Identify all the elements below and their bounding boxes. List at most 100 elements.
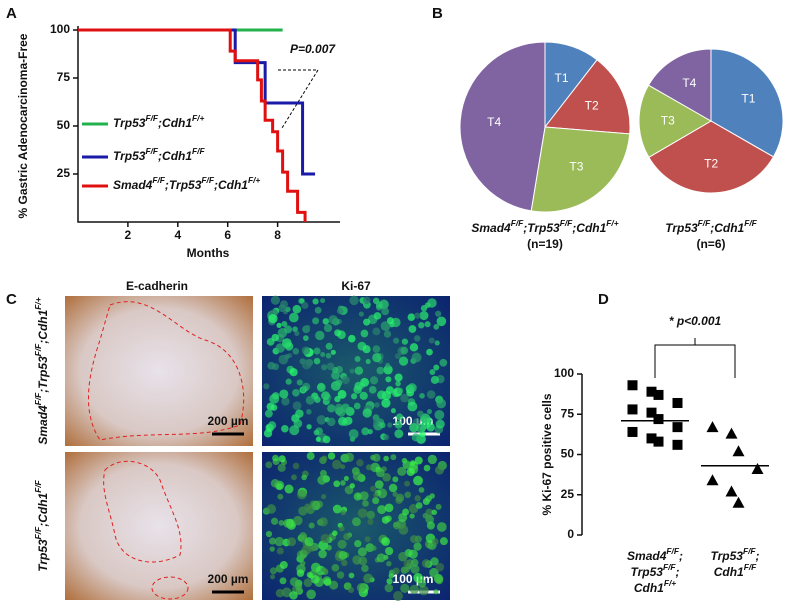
nucleus — [393, 591, 404, 601]
nucleus — [285, 306, 291, 312]
nucleus — [325, 352, 332, 359]
nucleus — [315, 330, 325, 341]
nucleus — [326, 362, 335, 371]
nucleus — [316, 383, 326, 392]
nucleus — [332, 530, 338, 536]
point — [725, 427, 738, 439]
nucleus — [381, 537, 390, 546]
nucleus — [313, 357, 321, 365]
nucleus — [360, 329, 369, 338]
nucleus — [393, 337, 400, 344]
nucleus — [373, 312, 382, 320]
nucleus — [341, 375, 350, 385]
nucleus — [409, 513, 415, 519]
nucleus — [420, 415, 428, 423]
nucleus — [305, 324, 311, 330]
nucleus — [404, 480, 410, 487]
point — [706, 421, 719, 433]
nucleus — [418, 322, 425, 329]
point — [627, 404, 638, 415]
legend-label: Trp53F/F;Cdh1F/+ — [113, 113, 204, 130]
y-tick-label: 25 — [57, 166, 71, 180]
nucleus — [352, 471, 363, 481]
nucleus — [276, 547, 284, 555]
nucleus — [392, 491, 398, 497]
nucleus — [284, 342, 294, 351]
nucleus — [336, 307, 344, 315]
nucleus — [347, 334, 356, 343]
x-tick-label: Trp53F/F; — [710, 546, 759, 563]
nucleus — [369, 376, 379, 385]
nucleus — [379, 422, 386, 429]
nucleus — [305, 395, 315, 405]
nucleus — [338, 525, 345, 532]
nucleus — [295, 582, 303, 590]
nucleus — [333, 480, 341, 488]
nucleus — [354, 366, 364, 375]
nucleus — [385, 515, 392, 522]
nucleus — [429, 369, 436, 375]
nucleus — [349, 368, 355, 374]
nucleus — [426, 348, 433, 356]
nucleus — [294, 330, 300, 336]
scale-label: 100 µm — [393, 572, 434, 586]
nucleus — [300, 386, 306, 393]
nucleus — [435, 562, 445, 572]
nucleus — [323, 578, 332, 587]
nucleus — [395, 380, 401, 387]
point — [653, 414, 664, 425]
nucleus — [278, 520, 285, 526]
nucleus — [295, 409, 304, 418]
y-tick-label: 100 — [50, 22, 70, 36]
row-label: Trp53F/F;Cdh1F/F — [33, 479, 50, 571]
nucleus — [385, 376, 392, 383]
nucleus — [430, 375, 439, 384]
nucleus — [301, 545, 312, 555]
nucleus — [327, 452, 336, 460]
nucleus — [328, 315, 338, 325]
nucleus — [315, 436, 321, 442]
pie-title: Trp53F/F;Cdh1F/F — [665, 218, 757, 235]
nucleus — [327, 417, 336, 427]
nucleus — [270, 404, 278, 411]
nucleus — [410, 564, 420, 574]
pie-slice — [530, 126, 631, 213]
x-tick-label: 4 — [174, 228, 181, 242]
nucleus — [396, 387, 404, 395]
nucleus — [350, 393, 358, 400]
nucleus — [370, 485, 377, 492]
nucleus — [306, 424, 312, 430]
nucleus — [301, 346, 311, 355]
nucleus — [268, 537, 277, 545]
nucleus — [364, 536, 371, 543]
nucleus — [434, 409, 445, 420]
nucleus — [344, 582, 352, 590]
nucleus — [265, 461, 273, 469]
pie-slice — [459, 41, 546, 212]
nucleus — [404, 491, 412, 499]
nucleus — [357, 547, 367, 557]
nucleus — [279, 577, 287, 585]
nucleus — [283, 518, 293, 528]
y-axis-label: % Gastric Adenocarcinoma-Free — [16, 33, 30, 218]
slice-label: T3 — [661, 113, 675, 127]
nucleus — [374, 402, 380, 408]
nucleus — [436, 522, 447, 532]
nucleus — [323, 323, 333, 333]
nucleus — [386, 578, 393, 585]
point — [646, 386, 657, 397]
nucleus — [338, 550, 348, 560]
nucleus — [439, 537, 448, 546]
nucleus — [297, 489, 307, 500]
tumor-outline — [151, 576, 189, 600]
nucleus — [301, 301, 309, 310]
nucleus — [428, 337, 435, 344]
ihc-image — [65, 296, 253, 446]
nucleus — [359, 491, 369, 501]
y-tick-label: 50 — [561, 447, 575, 461]
nucleus — [424, 302, 431, 309]
x-axis-label: Months — [187, 246, 230, 260]
pie-slice — [638, 84, 712, 158]
nucleus — [331, 370, 340, 380]
